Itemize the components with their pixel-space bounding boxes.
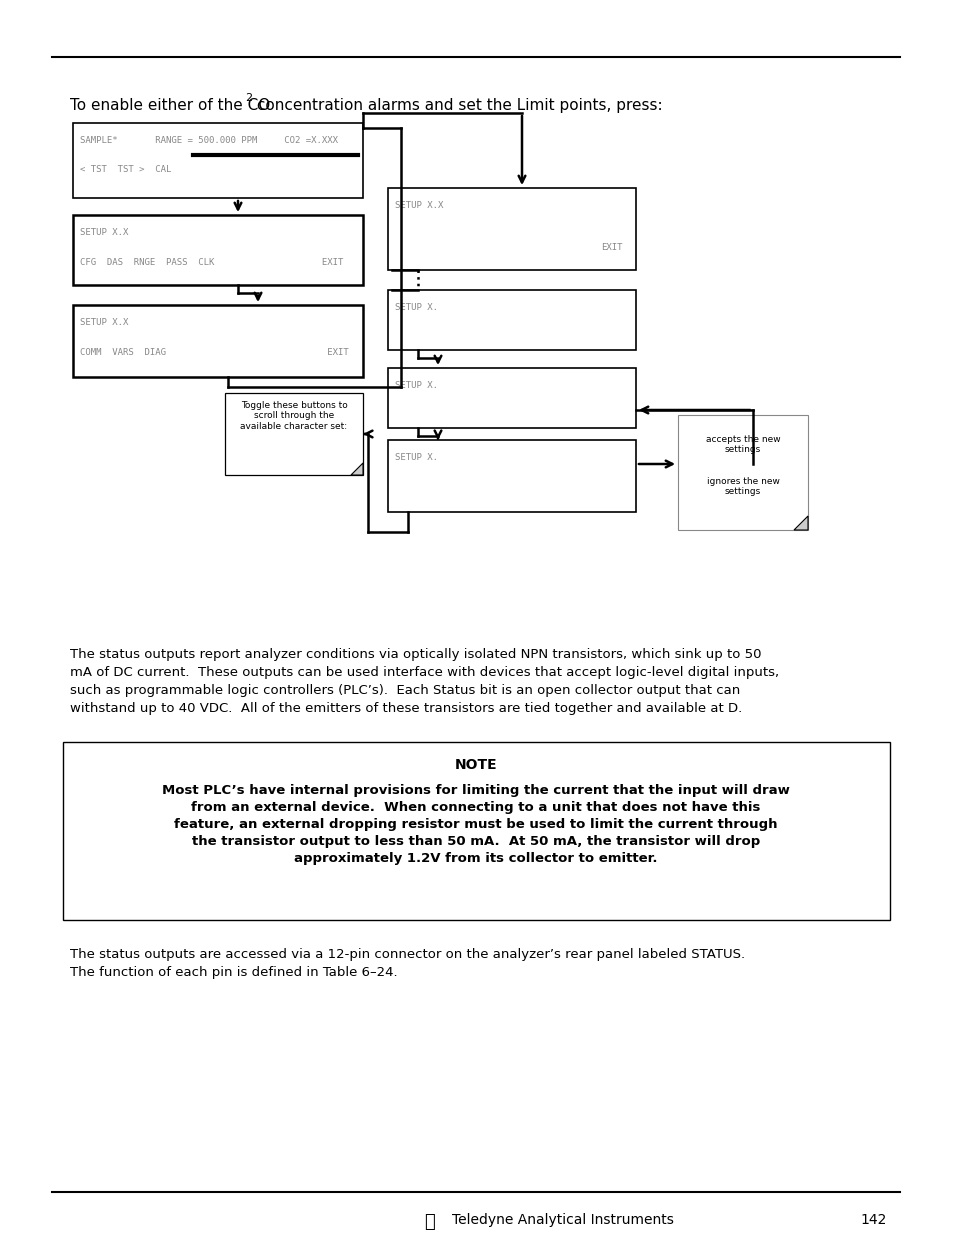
Text: SETUP X.X: SETUP X.X bbox=[80, 228, 129, 237]
Text: EXIT: EXIT bbox=[600, 243, 622, 252]
Text: SETUP X.: SETUP X. bbox=[395, 303, 437, 312]
Bar bbox=[388, 440, 636, 513]
Text: The status outputs are accessed via a 12-pin connector on the analyzer’s rear pa: The status outputs are accessed via a 12… bbox=[70, 948, 744, 961]
Text: accepts the new
settings: accepts the new settings bbox=[705, 435, 780, 454]
Text: 2: 2 bbox=[245, 93, 252, 103]
Text: 142: 142 bbox=[860, 1213, 886, 1228]
Bar bbox=[73, 305, 363, 377]
Text: SETUP X.: SETUP X. bbox=[395, 453, 437, 462]
Text: SAMPLE*       RANGE = 500.000 PPM     CO2 =X.XXX: SAMPLE* RANGE = 500.000 PPM CO2 =X.XXX bbox=[80, 136, 337, 144]
Polygon shape bbox=[793, 516, 807, 530]
Text: withstand up to 40 VDC.  All of the emitters of these transistors are tied toget: withstand up to 40 VDC. All of the emitt… bbox=[70, 701, 741, 715]
Text: mA of DC current.  These outputs can be used interface with devices that accept : mA of DC current. These outputs can be u… bbox=[70, 666, 779, 679]
Text: Toggle these buttons to
scroll through the
available character set:: Toggle these buttons to scroll through t… bbox=[240, 401, 347, 431]
Bar bbox=[73, 124, 363, 198]
Text: < TST  TST >  CAL: < TST TST > CAL bbox=[80, 165, 172, 174]
Text: SETUP X.: SETUP X. bbox=[395, 382, 437, 390]
Text: To enable either of the CO: To enable either of the CO bbox=[70, 98, 270, 112]
Bar bbox=[225, 393, 363, 475]
Text: ⫷: ⫷ bbox=[424, 1213, 435, 1231]
Text: The status outputs report analyzer conditions via optically isolated NPN transis: The status outputs report analyzer condi… bbox=[70, 648, 760, 661]
Text: ignores the new
settings: ignores the new settings bbox=[706, 477, 779, 496]
Bar bbox=[678, 415, 807, 530]
Text: The function of each pin is defined in Table 6–24.: The function of each pin is defined in T… bbox=[70, 966, 397, 979]
Text: SETUP X.X: SETUP X.X bbox=[80, 317, 129, 327]
Text: such as programmable logic controllers (PLC’s).  Each Status bit is an open coll: such as programmable logic controllers (… bbox=[70, 684, 740, 697]
Text: CFG  DAS  RNGE  PASS  CLK                    EXIT: CFG DAS RNGE PASS CLK EXIT bbox=[80, 258, 343, 267]
Text: Teledyne Analytical Instruments: Teledyne Analytical Instruments bbox=[452, 1213, 673, 1228]
Bar bbox=[388, 290, 636, 350]
Bar bbox=[63, 742, 889, 920]
Text: SETUP X.X: SETUP X.X bbox=[395, 201, 443, 210]
Bar bbox=[388, 368, 636, 429]
Text: concentration alarms and set the Limit points, press:: concentration alarms and set the Limit p… bbox=[252, 98, 662, 112]
Text: NOTE: NOTE bbox=[455, 758, 497, 772]
Text: Most PLC’s have internal provisions for limiting the current that the input will: Most PLC’s have internal provisions for … bbox=[162, 784, 789, 864]
Polygon shape bbox=[351, 463, 363, 475]
Text: COMM  VARS  DIAG                              EXIT: COMM VARS DIAG EXIT bbox=[80, 348, 349, 357]
Bar bbox=[388, 188, 636, 270]
Bar bbox=[73, 215, 363, 285]
